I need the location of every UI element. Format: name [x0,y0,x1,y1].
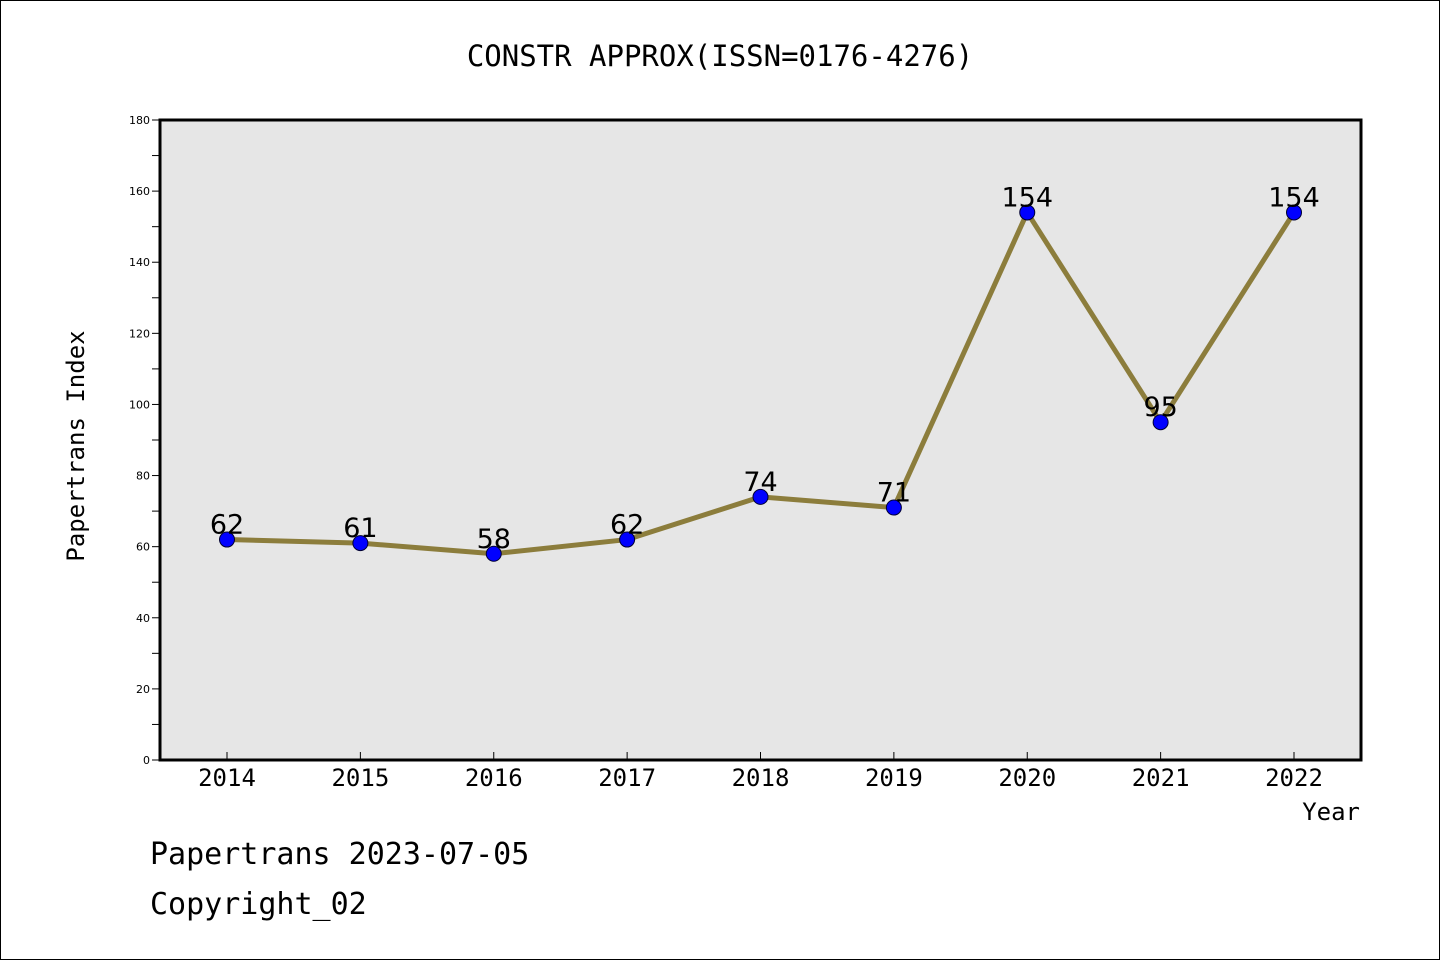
x-tick-label: 2016 [465,764,523,792]
x-tick-label: 2021 [1132,764,1190,792]
data-label: 154 [1268,182,1320,213]
x-tick-label: 2015 [331,764,389,792]
data-point [1286,204,1302,221]
y-tick-label: 120 [129,327,150,340]
y-tick-label: 60 [136,541,150,554]
y-tick-label: 100 [129,398,150,411]
y-tick-label: 20 [136,683,150,696]
data-label: 154 [1001,182,1053,213]
x-tick-label: 2022 [1265,764,1323,792]
data-point [219,531,235,548]
x-tick-label: 2018 [732,764,790,792]
data-point [1152,414,1169,431]
x-axis: 2014 2015 2016 2017 2018 2019 2020 2021 2022 [198,752,1323,792]
data-label: 61 [343,513,377,544]
data-label: 58 [477,524,511,555]
data-point [352,535,369,552]
plot-area [158,118,1363,762]
data-point [885,499,902,516]
x-tick-label: 2014 [198,764,256,792]
data-label: 71 [877,478,911,509]
y-tick-label: 180 [129,114,150,127]
y-tick-label: 140 [129,256,150,269]
data-point [485,545,502,562]
data-label: 74 [743,467,777,498]
data-point [752,488,769,505]
y-axis: 0 20 40 60 80 100 120 140 160 180 [129,114,160,767]
footer-date: Papertrans 2023-07-05 [150,837,529,872]
y-axis-label: Papertrans Index [62,330,90,561]
x-tick-label: 2020 [998,764,1056,792]
y-tick-label: 160 [129,185,150,198]
x-axis-label: Year [1302,798,1360,826]
data-label: 62 [210,510,244,541]
data-label: 62 [610,510,644,541]
data-labels: 62 61 58 62 74 71 154 95 154 [210,182,1320,554]
data-point [619,531,636,548]
y-tick-label: 0 [143,754,150,767]
data-label: 95 [1143,392,1177,423]
y-tick-label: 40 [136,612,150,625]
chart-title: CONSTR APPROX(ISSN=0176-4276) [467,39,973,73]
x-tick-label: 2019 [865,764,923,792]
series-markers [219,204,1302,562]
y-tick-label: 80 [136,470,150,483]
footer-copyright: Copyright_02 [150,887,367,922]
data-point [1019,204,1036,221]
x-tick-label: 2017 [598,764,656,792]
